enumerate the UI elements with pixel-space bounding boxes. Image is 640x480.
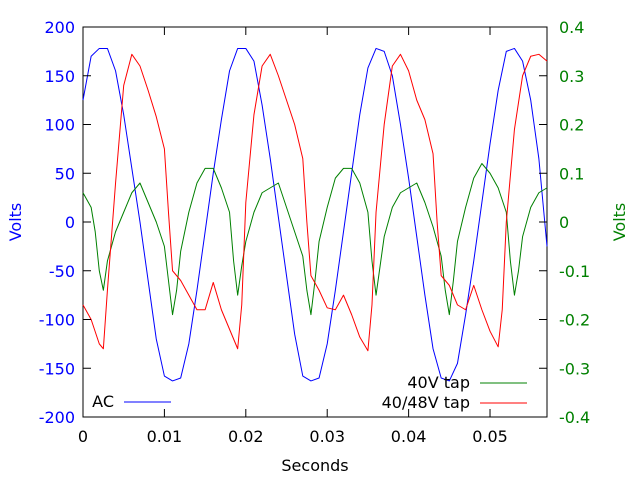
y-left-tick-label: 150 [44, 67, 75, 86]
x-tick-label: 0.05 [472, 427, 508, 446]
y-axis-left-label: Volts [6, 203, 25, 242]
y-right-tick-label: 0.1 [559, 164, 584, 183]
y-right-tick-label: -0.1 [559, 262, 590, 281]
x-tick-label: 0.01 [147, 427, 183, 446]
y-left-tick-label: 50 [55, 164, 75, 183]
y-left-tick-label: 100 [44, 116, 75, 135]
axis-tick-labels: 0 0.01 0.02 0.03 0.04 0.05 200 150 100 50 0 -50 -100… [39, 18, 591, 446]
y-left-tick-label: 200 [44, 18, 75, 37]
y-right-tick-label: -0.4 [559, 408, 590, 427]
x-axis-label: Seconds [281, 456, 348, 475]
legend-label: AC [92, 392, 114, 411]
series-line-40v-tap [82, 163, 548, 316]
series-lines [82, 47, 548, 382]
y-right-tick-label: -0.3 [559, 359, 590, 378]
plot-frame [82, 26, 548, 418]
series-line-ac [82, 47, 548, 382]
axis-ticks [82, 26, 547, 418]
y-left-tick-label: -100 [39, 311, 75, 330]
y-left-tick-label: -150 [39, 359, 75, 378]
y-axis-right-label: Volts [610, 203, 629, 242]
y-left-tick-label: -50 [49, 262, 75, 281]
x-tick-label: 0.03 [309, 427, 345, 446]
x-tick-label: 0.02 [228, 427, 264, 446]
legend-label: 40V tap [407, 373, 470, 392]
legend-label: 40/48V tap [382, 393, 470, 412]
y-right-tick-label: 0.3 [559, 67, 584, 86]
x-tick-label: 0.04 [391, 427, 427, 446]
series-line-40-48v-tap [82, 53, 548, 352]
y-right-tick-label: 0.4 [559, 18, 584, 37]
y-right-tick-label: -0.2 [559, 311, 590, 330]
y-right-tick-label: 0 [559, 213, 569, 232]
x-tick-label: 0 [78, 427, 88, 446]
y-left-tick-label: 0 [65, 213, 75, 232]
y-left-tick-label: -200 [39, 408, 75, 427]
y-right-tick-label: 0.2 [559, 116, 584, 135]
